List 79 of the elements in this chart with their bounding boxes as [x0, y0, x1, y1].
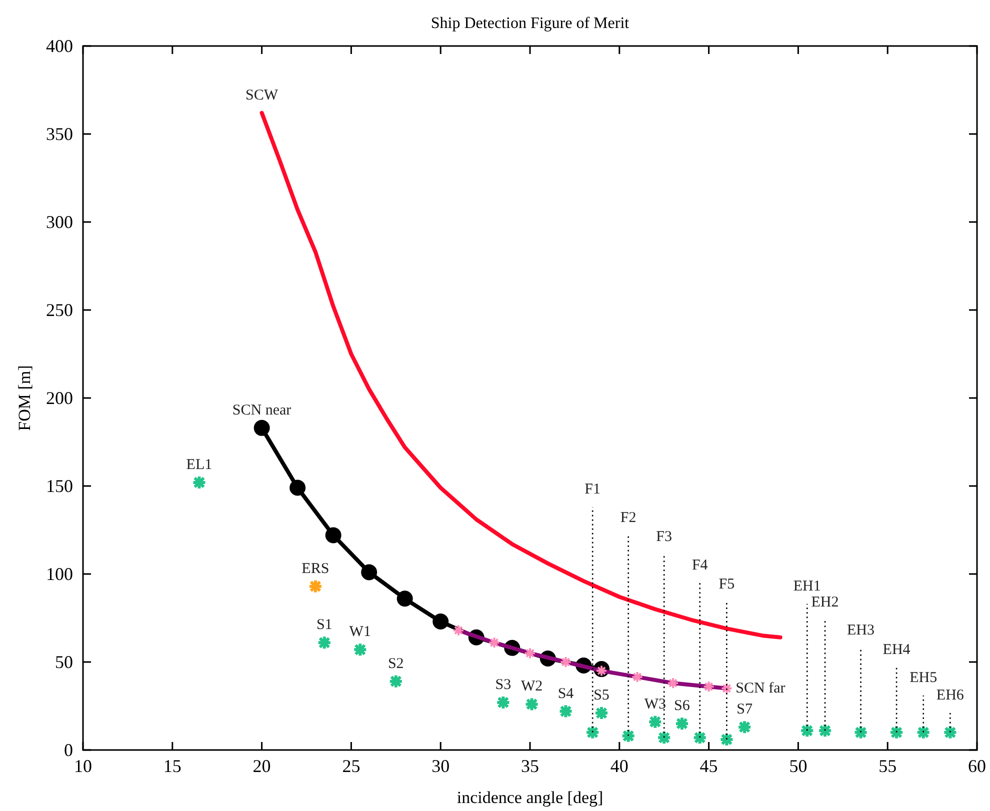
annotation: EH2: [811, 594, 839, 610]
chart-title: Ship Detection Figure of Merit: [430, 15, 630, 32]
point: [192, 474, 207, 490]
point: [853, 724, 868, 740]
annotation: S7: [736, 702, 753, 718]
annotation: S6: [674, 698, 690, 714]
point: [325, 527, 342, 544]
y-tick-label: 150: [46, 476, 73, 496]
point: [308, 578, 323, 594]
point: [818, 723, 833, 738]
y-axis-title: FOM [m]: [15, 365, 34, 431]
point: [737, 720, 752, 735]
x-tick-label: 25: [342, 756, 360, 776]
point: [719, 732, 734, 747]
x-tick-label: 35: [521, 756, 539, 776]
point: [316, 635, 332, 650]
y-tick-label: 400: [46, 36, 73, 56]
point: [388, 674, 404, 689]
y-tick-label: 100: [46, 564, 73, 584]
annotation: ERS: [302, 560, 330, 577]
annotation: S2: [388, 656, 404, 672]
annotation: EH5: [910, 670, 938, 686]
annotation: EH4: [882, 642, 911, 658]
point: [594, 706, 610, 721]
annotation: S4: [558, 686, 574, 702]
x-tick-label: 40: [610, 756, 628, 776]
annotation: F3: [656, 529, 672, 546]
annotation: S5: [594, 688, 610, 704]
annotation: F4: [692, 557, 708, 574]
x-tick-label: 55: [878, 756, 897, 776]
y-tick-label: 350: [46, 124, 73, 144]
point: [692, 730, 708, 746]
annotation: SCN far: [736, 680, 786, 696]
point: [674, 716, 690, 732]
point: [656, 730, 672, 746]
annotation: SCN near: [232, 402, 292, 418]
point: [620, 728, 636, 744]
y-tick-label: 250: [46, 300, 73, 320]
annotation: EH3: [847, 622, 875, 638]
y-tick-label: 50: [55, 652, 73, 672]
point: [942, 724, 958, 740]
annotation: S3: [495, 676, 512, 693]
annotation: EH6: [936, 688, 964, 704]
annotation: W1: [349, 624, 371, 640]
point: [524, 696, 540, 712]
point: [352, 642, 368, 658]
point: [254, 420, 270, 436]
point: [290, 480, 306, 496]
point: [800, 723, 815, 738]
annotation: S1: [316, 617, 332, 634]
point: [396, 590, 413, 607]
x-tick-label: 15: [163, 756, 182, 776]
annotation: F1: [584, 482, 600, 498]
point: [558, 704, 574, 719]
x-tick-label: 10: [74, 756, 92, 776]
y-tick-label: 300: [46, 212, 73, 232]
point: [432, 614, 449, 630]
point: [916, 724, 931, 740]
annotation: EL1: [186, 456, 212, 473]
point: [648, 714, 663, 730]
x-tick-label: 50: [789, 756, 808, 776]
y-tick-label: 0: [64, 740, 73, 760]
annotation: F5: [718, 576, 735, 593]
annotation: W3: [644, 696, 666, 712]
point: [496, 694, 511, 710]
annotation: W2: [520, 678, 543, 695]
x-tick-label: 30: [432, 756, 450, 776]
y-tick-label: 200: [46, 388, 73, 408]
x-tick-label: 60: [968, 756, 986, 776]
point: [585, 724, 600, 740]
point: [361, 564, 378, 580]
x-tick-label: 45: [700, 756, 718, 776]
annotation: F2: [620, 510, 636, 526]
annotation: SCW: [246, 87, 279, 104]
x-axis-title: incidence angle [deg]: [456, 788, 604, 807]
point: [889, 724, 904, 740]
line-series: [260, 110, 782, 640]
x-tick-label: 20: [252, 756, 271, 776]
annotation: EH1: [793, 578, 821, 594]
